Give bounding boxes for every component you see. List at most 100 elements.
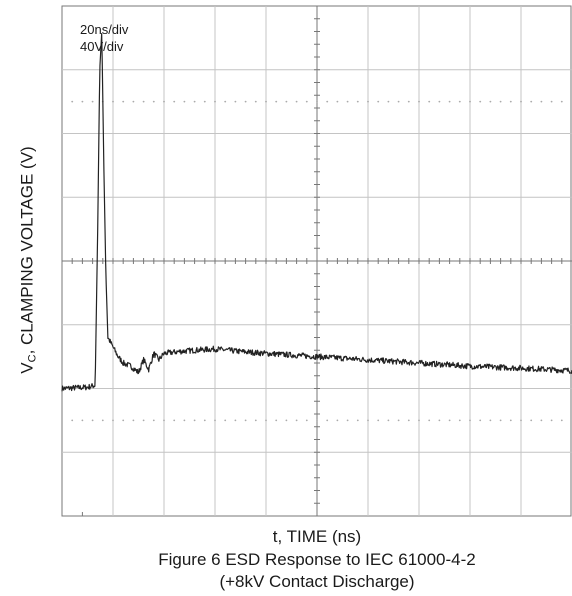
cursor-dot bbox=[203, 419, 206, 422]
cursor-dot bbox=[387, 419, 390, 422]
cursor-dot bbox=[356, 419, 359, 422]
cursor-dot bbox=[305, 100, 308, 103]
cursor-dot bbox=[316, 419, 318, 422]
cursor-dot bbox=[560, 419, 563, 422]
cursor-dot bbox=[509, 419, 512, 422]
cursor-dot bbox=[346, 100, 349, 103]
cursor-dot bbox=[520, 419, 522, 422]
cursor-dot bbox=[356, 100, 359, 103]
cursor-dot bbox=[550, 419, 553, 422]
cursor-dot bbox=[438, 419, 441, 422]
cursor-dot bbox=[438, 100, 441, 103]
cursor-dot bbox=[489, 100, 492, 103]
esd-response-trace bbox=[61, 33, 572, 392]
cursor-dot bbox=[469, 419, 471, 422]
cursor-dot bbox=[458, 100, 461, 103]
cursor-dot bbox=[101, 419, 104, 422]
cursor-dot bbox=[122, 419, 125, 422]
cursor-dot bbox=[326, 100, 329, 103]
trace-layer bbox=[61, 33, 572, 392]
cursor-dot bbox=[346, 419, 349, 422]
cursor-dot bbox=[540, 419, 543, 422]
cursor-dot bbox=[183, 419, 186, 422]
cursor-dot bbox=[387, 100, 390, 103]
cursor-dot bbox=[326, 419, 329, 422]
cursor-dot bbox=[407, 100, 410, 103]
cursor-dot bbox=[295, 419, 298, 422]
figure-title: Figure 6 ESD Response to IEC 61000-4-2 bbox=[158, 550, 476, 569]
cursor-dot bbox=[377, 100, 380, 103]
cursor-dot bbox=[428, 419, 431, 422]
cursor-dot bbox=[254, 100, 257, 103]
cursor-dot bbox=[234, 100, 237, 103]
cursor-dot bbox=[193, 419, 196, 422]
cursor-dot bbox=[152, 419, 155, 422]
cursor-dot bbox=[489, 419, 492, 422]
cursor-dot bbox=[479, 419, 482, 422]
cursor-dot bbox=[469, 100, 471, 103]
cursor-dot bbox=[81, 100, 84, 103]
cursor-dot bbox=[458, 419, 461, 422]
cursor-dot bbox=[560, 100, 563, 103]
time-scale-annotation: 20ns/div bbox=[80, 22, 129, 37]
cursor-dot bbox=[540, 100, 543, 103]
cursor-dot bbox=[112, 100, 114, 103]
cursor-dot bbox=[112, 419, 114, 422]
cursor-dot bbox=[224, 419, 227, 422]
cursor-dot bbox=[91, 100, 94, 103]
plot-grid bbox=[61, 5, 572, 517]
cursor-dot bbox=[275, 100, 278, 103]
cursor-dot bbox=[265, 100, 267, 103]
x-axis-label: t, TIME (ns) bbox=[272, 527, 362, 546]
cursor-dot bbox=[520, 100, 522, 103]
cursor-dot bbox=[254, 419, 257, 422]
cursor-dot bbox=[367, 100, 369, 103]
cursor-dot bbox=[418, 100, 420, 103]
cursor-dot bbox=[448, 419, 451, 422]
cursor-dot bbox=[214, 100, 216, 103]
cursor-dot bbox=[132, 100, 135, 103]
cursor-dot bbox=[285, 100, 288, 103]
cursor-dot bbox=[275, 419, 278, 422]
cursor-dot bbox=[163, 419, 165, 422]
cursor-dot bbox=[377, 419, 380, 422]
cursor-dot bbox=[499, 419, 502, 422]
cursor-dot bbox=[193, 100, 196, 103]
cursor-dot bbox=[163, 100, 165, 103]
cursor-dot bbox=[448, 100, 451, 103]
cursor-dot bbox=[479, 100, 482, 103]
cursor-dot bbox=[285, 419, 288, 422]
cursor-dot bbox=[214, 419, 216, 422]
cursor-dot bbox=[91, 419, 94, 422]
cursor-dot bbox=[305, 419, 308, 422]
cursor-dot bbox=[336, 419, 339, 422]
cursor-dot bbox=[173, 100, 176, 103]
cursor-dot bbox=[234, 419, 237, 422]
cursor-dot bbox=[397, 419, 400, 422]
cursor-dot bbox=[142, 419, 145, 422]
cursor-dot bbox=[509, 100, 512, 103]
cursor-dot bbox=[132, 419, 135, 422]
cursor-dot bbox=[224, 100, 227, 103]
cursor-dot bbox=[530, 100, 533, 103]
cursor-dot bbox=[142, 100, 145, 103]
cursor-dot bbox=[418, 419, 420, 422]
cursor-dot bbox=[499, 100, 502, 103]
cursor-dot bbox=[244, 419, 247, 422]
cursor-dot bbox=[244, 100, 247, 103]
voltage-scale-annotation: 40V/div bbox=[80, 39, 124, 54]
cursor-dot bbox=[407, 419, 410, 422]
cursor-dot bbox=[397, 100, 400, 103]
cursor-dot bbox=[265, 419, 267, 422]
cursor-dot bbox=[550, 100, 553, 103]
cursor-dot bbox=[183, 100, 186, 103]
cursor-dot bbox=[295, 100, 298, 103]
figure-subtitle: (+8kV Contact Discharge) bbox=[219, 572, 415, 591]
cursor-dot bbox=[81, 419, 84, 422]
cursor-dot bbox=[152, 100, 155, 103]
cursor-dot bbox=[428, 100, 431, 103]
cursor-dot bbox=[173, 419, 176, 422]
cursor-dot bbox=[122, 100, 125, 103]
cursor-dot bbox=[71, 100, 74, 103]
cursor-dot bbox=[336, 100, 339, 103]
